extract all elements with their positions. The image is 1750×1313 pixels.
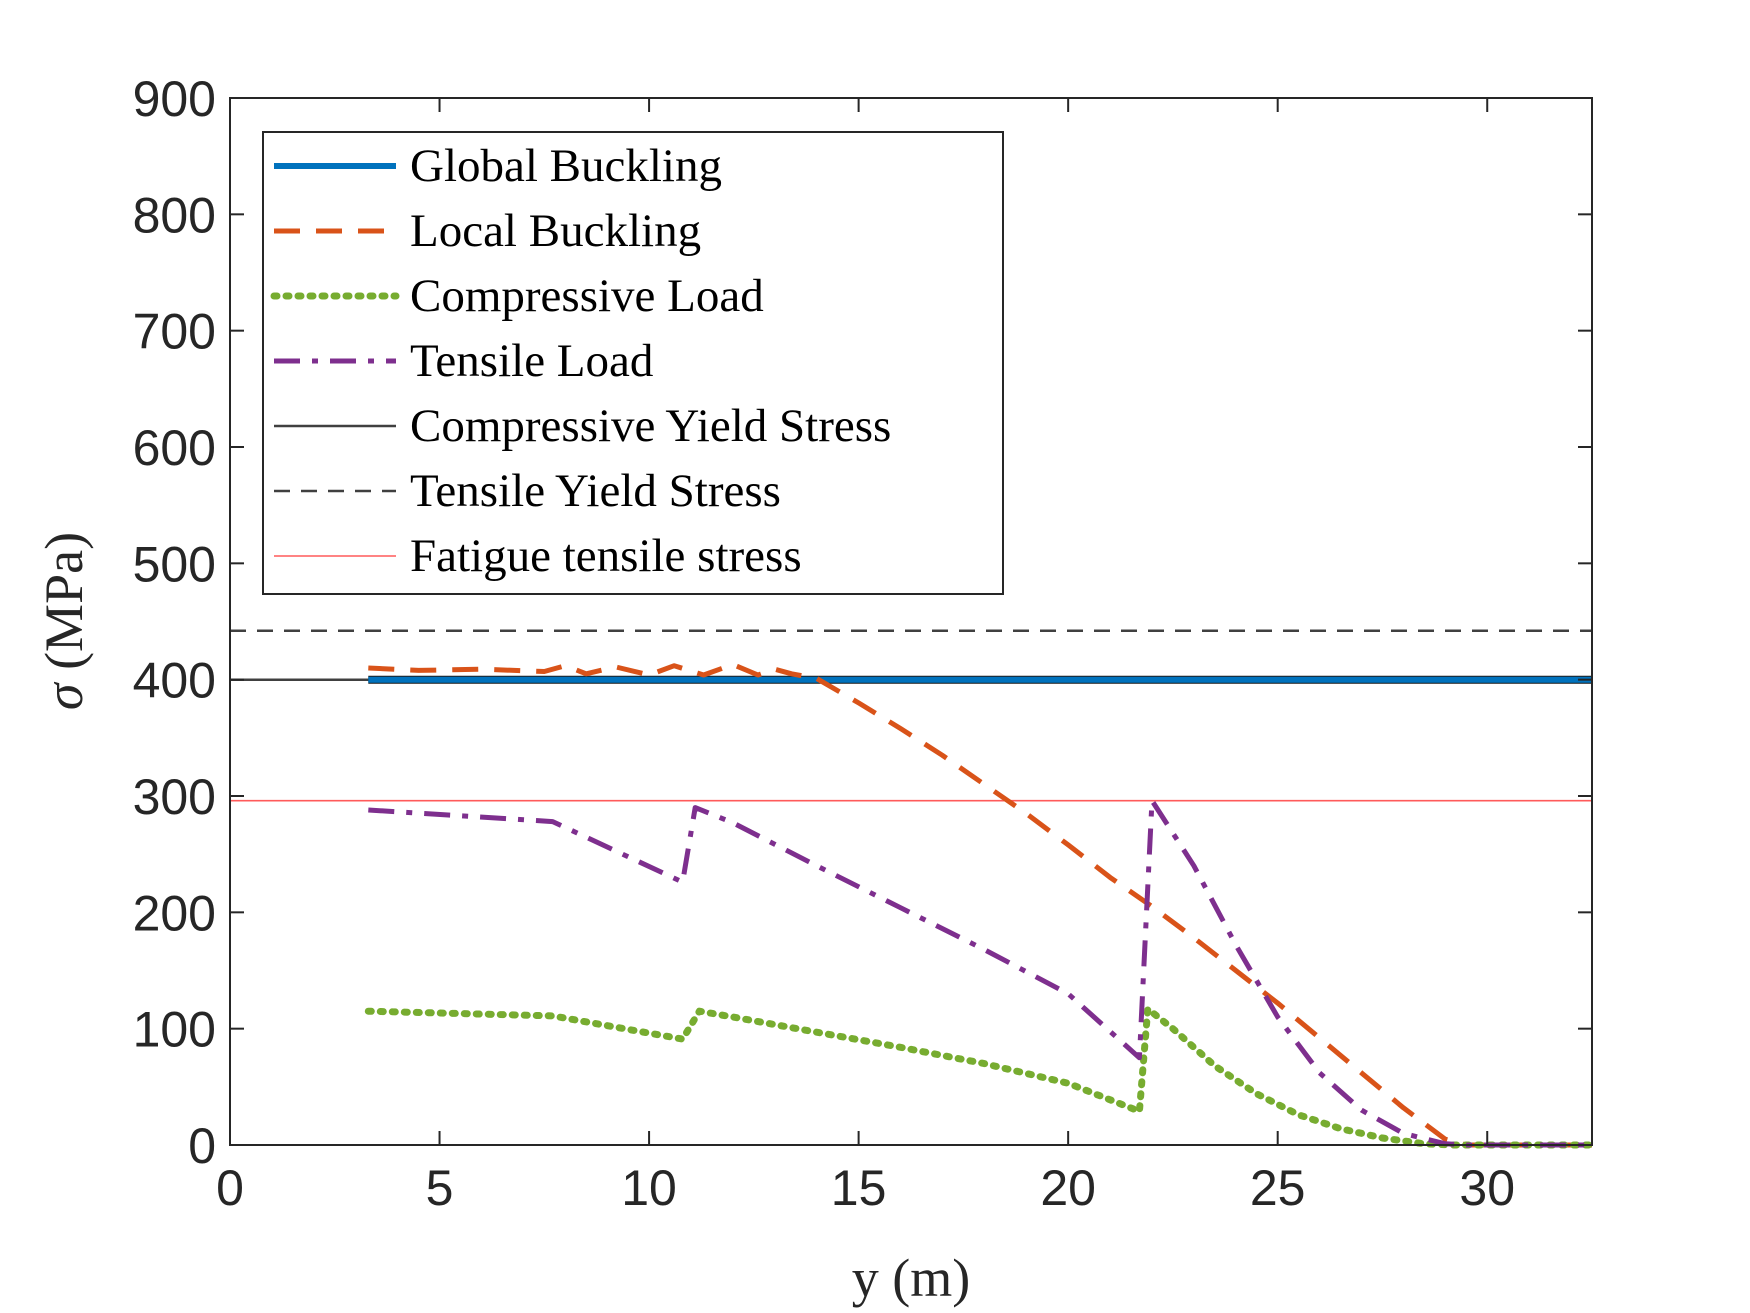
- y-tick-label: 300: [133, 769, 216, 825]
- y-tick-label: 800: [133, 187, 216, 243]
- legend-item-local-buckling: Local Buckling: [274, 205, 701, 257]
- legend-label: Fatigue tensile stress: [410, 530, 802, 582]
- y-axis-label: σ (MPa): [34, 532, 94, 710]
- y-axis-unit: (MPa): [34, 532, 94, 670]
- x-tick-label: 20: [1040, 1160, 1096, 1216]
- y-tick-label: 600: [133, 420, 216, 476]
- y-tick-label: 100: [133, 1002, 216, 1058]
- x-tick-label: 5: [426, 1160, 454, 1216]
- legend-item-fatigue-tensile-stress: Fatigue tensile stress: [274, 530, 802, 582]
- y-axis-symbol: σ: [34, 681, 94, 710]
- legend-entries: Global Buckling Local Buckling Compressive…: [270, 140, 891, 582]
- y-tick-label: 700: [133, 304, 216, 360]
- legend-label: Compressive Load: [410, 270, 764, 322]
- legend-item-tensile-yield-stress: Tensile Yield Stress: [274, 465, 781, 517]
- legend-item-compressive-load: Compressive Load: [270, 270, 764, 322]
- legend-label: Global Buckling: [410, 140, 722, 192]
- legend-label: Local Buckling: [410, 205, 701, 257]
- series-line-local-buckling: [368, 662, 1592, 1148]
- legend: Global Buckling Local Buckling Compressive…: [262, 131, 1004, 595]
- axes-box: [229, 97, 1593, 1146]
- y-tick-label: 0: [188, 1118, 216, 1174]
- x-tick-label: 30: [1459, 1160, 1515, 1216]
- x-tick-label: 0: [216, 1160, 244, 1216]
- x-tick-label: 10: [621, 1160, 677, 1216]
- legend-label: Tensile Yield Stress: [410, 465, 781, 517]
- legend-item-tensile-load: Tensile Load: [274, 335, 653, 387]
- y-tick-label: 400: [133, 653, 216, 709]
- x-axis-label: y (m): [852, 1248, 970, 1308]
- legend-item-compressive-yield-stress: Compressive Yield Stress: [274, 400, 891, 452]
- legend-label: Tensile Load: [410, 335, 653, 387]
- x-tick-label: 25: [1250, 1160, 1306, 1216]
- y-tick-label: 500: [133, 536, 216, 592]
- legend-label: Compressive Yield Stress: [410, 400, 891, 452]
- x-tick-label: 15: [831, 1160, 887, 1216]
- legend-item-global-buckling: Global Buckling: [274, 140, 722, 192]
- y-tick-label: 900: [133, 71, 216, 127]
- y-tick-label: 200: [133, 885, 216, 941]
